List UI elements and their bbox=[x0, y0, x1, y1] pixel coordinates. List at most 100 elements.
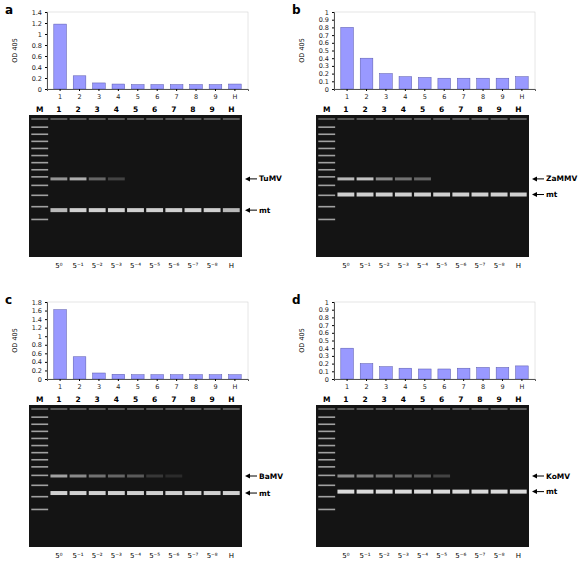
well bbox=[357, 118, 374, 120]
tick-label: 1.4 bbox=[32, 9, 42, 17]
tick-label: 0.6 bbox=[319, 329, 329, 337]
x-axis: 123456789H bbox=[48, 89, 249, 101]
bar bbox=[229, 375, 242, 379]
tick-label: 7 bbox=[175, 93, 179, 101]
tick: 0.1 bbox=[319, 368, 334, 376]
ladder-band bbox=[31, 416, 48, 418]
tick: 0.2 bbox=[32, 367, 47, 375]
tick-mark bbox=[98, 89, 99, 91]
tick-label: 1.6 bbox=[32, 307, 42, 315]
band-label: BaMV bbox=[259, 472, 283, 481]
band-label: ZaMMV bbox=[546, 174, 577, 183]
ladder-band bbox=[31, 475, 48, 477]
tick-label: 1 bbox=[345, 93, 349, 101]
tick-mark bbox=[483, 379, 484, 381]
tick: 3 bbox=[97, 89, 101, 101]
arrow-shaft bbox=[249, 178, 257, 179]
virus-band bbox=[433, 475, 450, 478]
well bbox=[31, 118, 48, 120]
ladder-band bbox=[318, 431, 335, 433]
bar bbox=[496, 367, 509, 379]
tick: H bbox=[519, 89, 524, 101]
bar bbox=[73, 76, 86, 89]
tick-mark bbox=[234, 89, 235, 91]
tick-label: 0.7 bbox=[319, 322, 329, 330]
plot-frame bbox=[47, 12, 248, 89]
tick-mark bbox=[196, 379, 197, 381]
tick-mark bbox=[332, 12, 334, 13]
bar bbox=[341, 27, 354, 89]
ladder-band bbox=[31, 431, 48, 433]
bars bbox=[341, 27, 528, 89]
mt-band bbox=[70, 491, 87, 495]
lane-label: 9 bbox=[497, 105, 502, 114]
panel: c00.20.40.60.811.21.41.61.8123456789HOD … bbox=[5, 293, 283, 560]
lane-label: 5 bbox=[133, 105, 138, 114]
tick-label: 2 bbox=[77, 383, 81, 391]
bar bbox=[399, 368, 412, 379]
dilution-label: 5⁻⁴ bbox=[417, 262, 428, 270]
bar bbox=[209, 375, 222, 379]
lane-label: 5 bbox=[420, 395, 425, 404]
tick-mark bbox=[332, 364, 334, 365]
arrow-shaft bbox=[536, 178, 544, 179]
lane-label: 4 bbox=[114, 105, 119, 114]
tick-label: 5 bbox=[136, 93, 140, 101]
dilution-label: 5⁻⁸ bbox=[494, 262, 505, 270]
bar bbox=[131, 375, 144, 379]
well bbox=[31, 408, 48, 410]
tick-mark bbox=[196, 89, 197, 91]
mt-band bbox=[376, 193, 393, 197]
tick-label: 7 bbox=[175, 383, 179, 391]
lane-label: 6 bbox=[439, 105, 444, 114]
lane-label: 2 bbox=[362, 105, 367, 114]
gel-background bbox=[316, 115, 529, 257]
tick-mark bbox=[332, 43, 334, 44]
mt-band bbox=[337, 490, 354, 494]
virus-band bbox=[376, 475, 393, 478]
x-axis: 123456789H bbox=[335, 89, 536, 101]
tick-mark bbox=[332, 333, 334, 334]
tick: 4 bbox=[116, 379, 120, 391]
tick-mark bbox=[502, 89, 503, 91]
bar bbox=[170, 375, 183, 379]
tick-label: 1 bbox=[325, 299, 329, 307]
y-axis-title: OD 405 bbox=[298, 328, 306, 353]
well bbox=[414, 118, 431, 120]
virus-band bbox=[70, 475, 87, 478]
tick-mark bbox=[45, 379, 47, 380]
dilution-label: 5⁻³ bbox=[111, 552, 122, 560]
lane-label: 2 bbox=[75, 395, 80, 404]
ladder-band bbox=[31, 459, 48, 461]
mt-band bbox=[165, 208, 182, 212]
bar bbox=[341, 348, 354, 379]
tick: 0.5 bbox=[319, 337, 334, 345]
lane-label: 1 bbox=[56, 395, 61, 404]
ladder-band bbox=[31, 195, 48, 197]
well bbox=[472, 118, 489, 120]
bar bbox=[112, 374, 125, 379]
tick-label: 6 bbox=[155, 383, 159, 391]
ladder-band bbox=[318, 141, 335, 143]
tick: 1.8 bbox=[32, 299, 47, 307]
virus-band bbox=[146, 475, 163, 478]
y-axis: 00.10.20.30.40.50.60.70.80.91 bbox=[319, 299, 335, 384]
tick: 0.3 bbox=[319, 352, 334, 360]
ladder-band bbox=[31, 438, 48, 440]
tick-label: 1.2 bbox=[32, 20, 42, 28]
tick: 0.8 bbox=[319, 314, 334, 322]
tick-label: H bbox=[519, 383, 524, 391]
mt-band bbox=[223, 208, 240, 212]
ladder-band bbox=[31, 485, 48, 487]
tick-mark bbox=[215, 89, 216, 91]
tick-label: 0 bbox=[325, 376, 329, 384]
well bbox=[452, 408, 469, 410]
well bbox=[70, 408, 87, 410]
band-label: mt bbox=[259, 489, 271, 498]
tick-mark bbox=[424, 89, 425, 91]
dilution-label: 5⁻⁶ bbox=[168, 552, 179, 560]
tick-mark bbox=[45, 362, 47, 363]
dilution-label: 5⁻³ bbox=[111, 262, 122, 270]
tick-mark bbox=[332, 379, 334, 380]
lane-label: 1 bbox=[56, 105, 61, 114]
